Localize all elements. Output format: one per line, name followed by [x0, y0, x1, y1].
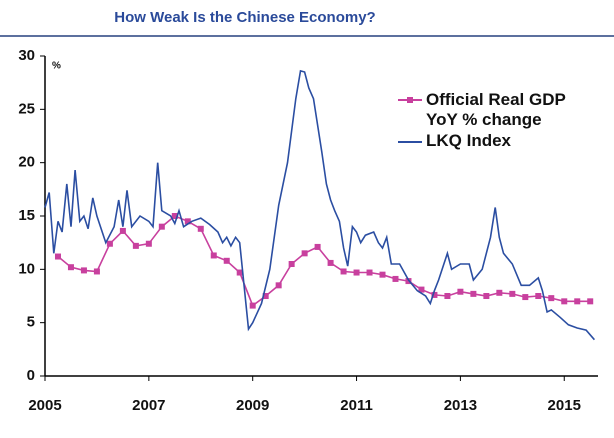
point [483, 293, 490, 299]
x-tick-label: 2015 [548, 397, 581, 414]
point [561, 298, 568, 305]
point [522, 294, 529, 301]
point [210, 252, 217, 259]
point [132, 242, 139, 249]
point [379, 271, 386, 278]
legend-marker [407, 97, 413, 103]
point [93, 268, 100, 275]
point [431, 291, 438, 298]
y-tick-label: 30 [18, 47, 35, 64]
point [223, 257, 230, 264]
point [158, 223, 165, 230]
point [509, 290, 516, 297]
point [353, 269, 360, 276]
point [171, 213, 178, 219]
series-line [44, 69, 596, 341]
x-tick-label: 2009 [236, 397, 269, 414]
point [249, 302, 256, 309]
point [236, 269, 243, 276]
point [262, 293, 269, 299]
point [67, 264, 74, 271]
point [275, 282, 282, 289]
point [457, 288, 464, 295]
x-tick-label: 2007 [132, 397, 165, 414]
point [587, 298, 594, 305]
point [314, 243, 321, 250]
point [548, 295, 555, 302]
y-tick-label: 0 [27, 367, 35, 384]
point [288, 261, 295, 267]
point [80, 267, 87, 274]
y-tick-label: 10 [18, 260, 35, 277]
point [327, 259, 334, 266]
point [54, 253, 61, 260]
point [366, 269, 373, 276]
point [574, 298, 581, 305]
point [444, 293, 451, 299]
point [145, 240, 152, 247]
point [535, 293, 542, 299]
legend-label: Official Real GDP YoY % change [426, 90, 566, 129]
x-tick-label: 2005 [28, 397, 61, 414]
legend-label: LKQ Index [426, 131, 512, 150]
point [106, 240, 113, 247]
y-tick-label: 25 [18, 100, 35, 117]
y-tick-label: 5 [27, 314, 35, 331]
x-tick-label: 2013 [444, 397, 477, 414]
point [496, 289, 503, 296]
chart-title: How Weak Is the Chinese Economy? [114, 9, 375, 26]
x-tick-label: 2011 [340, 397, 373, 414]
point [197, 225, 204, 232]
y-tick-label: 15 [18, 207, 35, 224]
y-tick-label: 20 [18, 154, 35, 171]
point [184, 218, 191, 225]
y-unit: % [52, 61, 61, 72]
point [418, 286, 425, 293]
point [340, 268, 347, 275]
point [470, 290, 477, 297]
point [119, 227, 126, 234]
point [392, 275, 399, 282]
point [301, 250, 308, 257]
